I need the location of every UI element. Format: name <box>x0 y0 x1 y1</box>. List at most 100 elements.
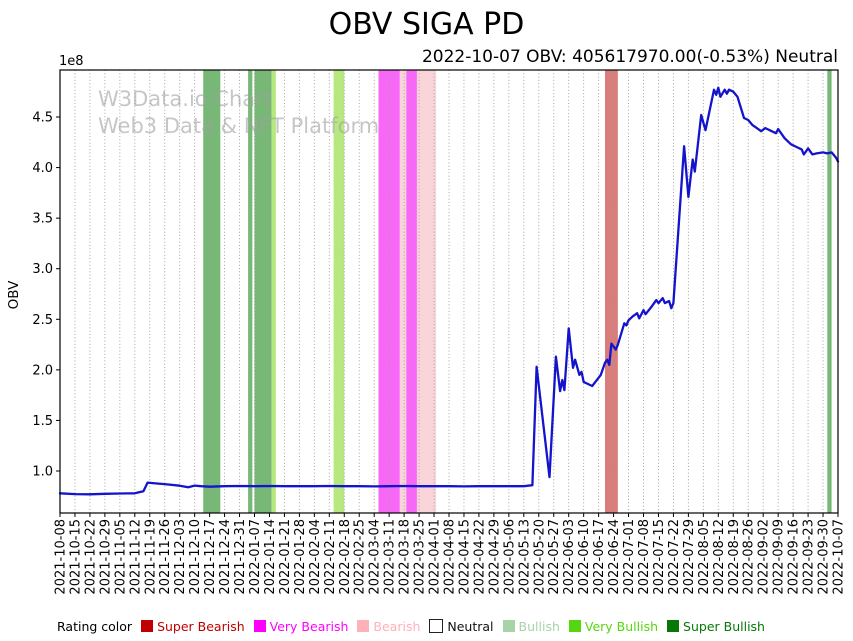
x-tick-label: 2022-04-08 <box>443 519 458 595</box>
legend-swatch-icon <box>502 620 515 632</box>
x-tick-label: 2022-09-30 <box>817 519 832 595</box>
rating-band-bearish <box>399 70 407 513</box>
legend-swatch-icon <box>667 620 680 632</box>
x-tick-label: 2022-08-19 <box>727 519 742 595</box>
legend-swatch-icon <box>429 619 444 633</box>
x-tick-label: 2021-10-29 <box>98 519 113 595</box>
x-tick-label: 2021-12-03 <box>173 519 188 595</box>
x-tick-label: 2021-11-05 <box>113 519 128 595</box>
x-tick-label: 2022-01-07 <box>248 519 263 595</box>
x-tick-label: 2021-11-12 <box>128 519 143 595</box>
x-tick-label: 2022-05-06 <box>502 519 517 595</box>
legend-item-very-bearish: Very Bearish <box>253 618 349 634</box>
x-tick-label: 2022-07-08 <box>637 519 652 595</box>
rating-band-super_bullish <box>248 70 253 513</box>
x-tick-label: 2022-04-29 <box>487 519 502 595</box>
x-tick-label: 2022-03-11 <box>383 519 398 595</box>
x-tick-label: 2021-12-10 <box>188 519 203 595</box>
y-tick-label: 1.5 <box>32 414 53 429</box>
x-tick-label: 2022-09-16 <box>787 519 802 595</box>
x-tick-label: 2022-09-23 <box>802 519 817 595</box>
x-tick-label: 2021-10-15 <box>68 519 83 595</box>
x-tick-label: 2022-09-09 <box>772 519 787 595</box>
legend-item-label: Bearish <box>373 618 421 634</box>
chart-subtitle: 2022-10-07 OBV: 405617970.00(-0.53%) Neu… <box>421 47 838 67</box>
x-tick-label: 2022-07-15 <box>652 519 667 595</box>
x-tick-label: 2022-07-01 <box>622 519 637 595</box>
x-tick-label: 2022-03-04 <box>368 519 383 595</box>
x-tick-label: 2022-03-18 <box>398 519 413 595</box>
y-axis-offset-label: 1e8 <box>59 54 84 69</box>
x-tick-label: 2022-04-01 <box>428 519 443 595</box>
plot-border <box>59 69 839 514</box>
x-tick-label: 2022-06-24 <box>607 519 622 595</box>
legend-item-label: Very Bearish <box>269 618 349 634</box>
x-tick-label: 2022-08-12 <box>712 519 727 595</box>
rating-band-super_bullish <box>203 70 221 513</box>
rating-band-bearish <box>416 70 437 513</box>
rating-band-super_bearish <box>605 70 618 513</box>
x-tick-label: 2022-01-28 <box>293 519 308 595</box>
x-tick-label: 2022-02-04 <box>308 519 323 595</box>
rating-band-very_bullish <box>271 70 276 513</box>
y-tick-label: 2.0 <box>32 363 53 378</box>
x-tick-label: 2021-11-19 <box>143 519 158 595</box>
rating-band-very_bearish <box>406 70 417 513</box>
x-tick-label: 2022-10-07 <box>832 519 847 595</box>
chart-title: OBV SIGA PD <box>328 7 525 42</box>
x-tick-label: 2022-06-03 <box>562 519 577 595</box>
rating-band-very_bullish <box>333 70 345 513</box>
rating-band-super_bullish <box>254 70 272 513</box>
y-tick-label: 4.0 <box>32 161 53 176</box>
legend-swatch-icon <box>357 620 370 632</box>
x-tick-label: 2022-02-25 <box>353 519 368 595</box>
rating-color-legend: Rating color Super Bearish Very Bearish Be… <box>57 614 765 638</box>
legend-item-label: Bullish <box>518 618 560 634</box>
rating-band-super_bullish <box>827 70 832 513</box>
x-tick-label: 2022-01-21 <box>278 519 293 595</box>
x-tick-label: 2022-05-20 <box>532 519 547 595</box>
legend-item-super-bullish: Super Bullish <box>667 619 765 634</box>
x-tick-label: 2021-10-22 <box>83 519 98 595</box>
legend-item-label: Neutral <box>447 618 494 634</box>
x-tick-label: 2021-12-31 <box>233 519 248 595</box>
y-tick-label: 4.5 <box>32 111 53 126</box>
legend-swatch-icon <box>568 620 581 632</box>
x-tick-label: 2022-05-13 <box>517 519 532 595</box>
y-tick-label: 2.5 <box>32 313 53 328</box>
x-tick-label: 2021-11-26 <box>158 519 173 595</box>
x-tick-label: 2022-04-15 <box>457 519 472 595</box>
x-tick-label: 2022-07-22 <box>667 519 682 595</box>
legend-item-very-bullish: Very Bullish <box>568 618 659 634</box>
x-tick-label: 2021-10-08 <box>54 519 69 595</box>
x-tick-label: 2022-05-27 <box>547 519 562 595</box>
x-tick-label: 2022-06-10 <box>577 519 592 595</box>
x-tick-label: 2022-03-25 <box>413 519 428 595</box>
obv-line-chart: 2021-10-08 2021-10-15 2021-10-22 2021-10-29… <box>6 54 847 595</box>
legend-title: Rating color <box>57 618 133 634</box>
y-axis-title: OBV <box>6 280 22 309</box>
x-tick-label: 2022-02-11 <box>323 519 338 595</box>
x-tick-label: 2022-09-02 <box>757 519 772 595</box>
legend-item-neutral: Neutral <box>429 618 494 634</box>
x-tick-label: 2022-01-14 <box>263 519 278 595</box>
x-tick-label: 2022-08-05 <box>697 519 712 595</box>
legend-item-label: Super Bearish <box>157 618 245 634</box>
y-tick-label: 3.5 <box>32 212 53 227</box>
legend-item-label: Very Bullish <box>584 618 659 634</box>
legend-item-bearish: Bearish <box>357 619 420 634</box>
legend-swatch-icon <box>141 620 154 632</box>
x-tick-label: 2022-06-17 <box>592 519 607 595</box>
x-tick-label: 2022-04-22 <box>472 519 487 595</box>
legend-item-label: Super Bullish <box>683 618 765 634</box>
legend-item-super-bearish: Super Bearish <box>141 619 245 634</box>
legend-swatch-icon <box>253 620 266 632</box>
obv-line <box>58 86 840 496</box>
x-tick-label: 2022-07-29 <box>682 519 697 595</box>
x-tick-label: 2021-12-17 <box>203 519 218 595</box>
legend-item-bullish: Bullish <box>502 618 560 634</box>
y-tick-label: 1.0 <box>32 465 53 480</box>
x-tick-label: 2022-08-26 <box>742 519 757 595</box>
x-tick-label: 2021-12-24 <box>218 519 233 595</box>
